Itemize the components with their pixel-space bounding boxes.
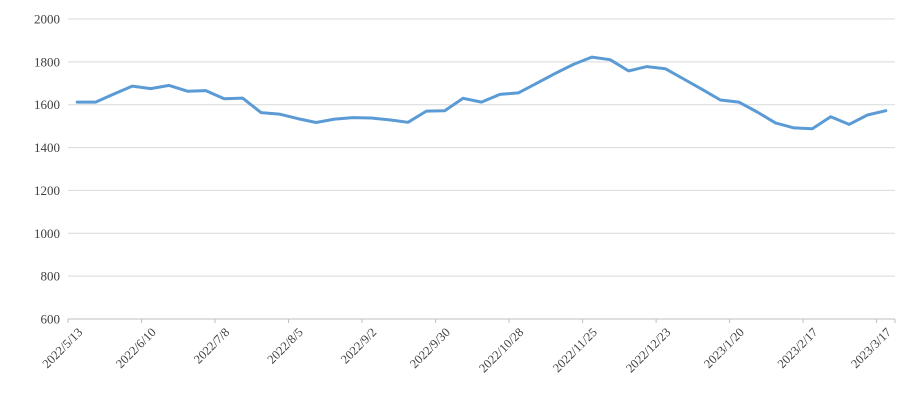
x-axis-tick-label: 2022/6/10 (113, 325, 159, 371)
x-axis-tick-label: 2022/9/2 (338, 325, 379, 366)
y-axis-tick-label: 1000 (34, 226, 60, 241)
x-axis-tick-label: 2022/11/25 (550, 325, 600, 375)
x-axis-tick-label: 2023/1/20 (701, 325, 747, 371)
x-axis-tick-label: 2022/7/8 (191, 325, 232, 366)
x-axis-tick-label: 2022/10/28 (476, 325, 526, 375)
x-axis-tick-label: 2022/9/30 (407, 325, 453, 371)
y-axis-tick-label: 600 (41, 312, 61, 327)
x-axis-tick-label: 2022/5/13 (40, 325, 86, 371)
y-axis-tick-label: 800 (41, 269, 61, 284)
x-axis-tick-label: 2022/8/5 (265, 325, 306, 366)
y-axis-tick-label: 1600 (34, 97, 60, 112)
y-axis-tick-label: 2000 (34, 12, 60, 27)
x-axis-tick-label: 2023/3/17 (848, 325, 894, 371)
y-axis-tick-label: 1200 (34, 183, 60, 198)
y-axis-tick-label: 1800 (34, 54, 60, 69)
y-axis-tick-label: 1400 (34, 140, 60, 155)
x-axis-tick-label: 2022/12/23 (623, 325, 673, 375)
series-line (75, 55, 888, 131)
x-axis-tick-label: 2023/2/17 (775, 325, 821, 371)
